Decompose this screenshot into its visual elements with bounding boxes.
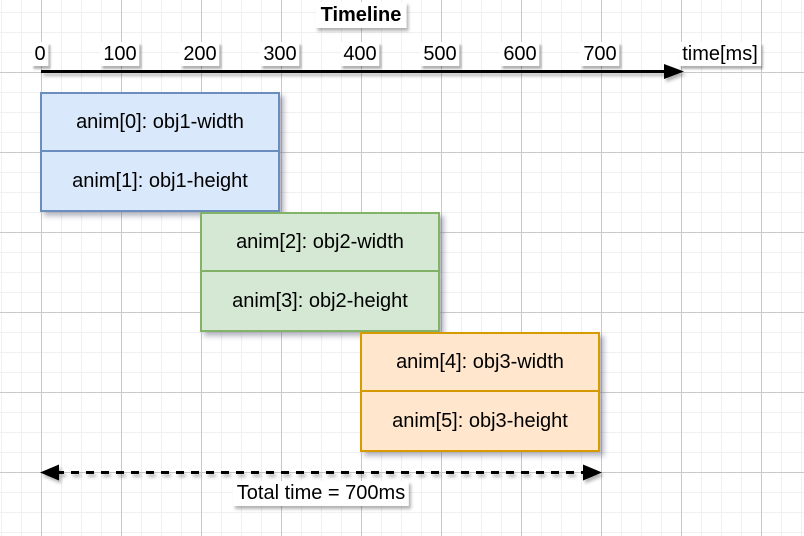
total-span-arrowhead-left-icon [40, 464, 59, 481]
axis-tick-400: 400 [340, 42, 380, 66]
total-time-label: Total time = 700ms [232, 481, 410, 506]
bar-label: anim[1]: obj1-height [72, 169, 248, 192]
bar-anim3-obj2-height: anim[3]: obj2-height [200, 272, 440, 332]
time-axis-arrowhead-icon [664, 64, 684, 79]
bar-anim2-obj2-width: anim[2]: obj2-width [200, 212, 440, 272]
diagram-title: Timeline [315, 2, 407, 28]
axis-tick-200: 200 [180, 42, 220, 66]
bar-anim5-obj3-height: anim[5]: obj3-height [360, 392, 600, 452]
bar-anim4-obj3-width: anim[4]: obj3-width [360, 332, 600, 392]
bar-label: anim[2]: obj2-width [236, 230, 404, 253]
axis-tick-300: 300 [260, 42, 300, 66]
bar-label: anim[3]: obj2-height [232, 289, 408, 312]
total-span-arrowhead-right-icon [583, 464, 602, 481]
bar-label: anim[4]: obj3-width [396, 350, 564, 373]
bar-label: anim[0]: obj1-width [76, 110, 244, 133]
axis-tick-600: 600 [500, 42, 540, 66]
axis-tick-700: 700 [580, 42, 620, 66]
bar-anim0-obj1-width: anim[0]: obj1-width [40, 92, 280, 152]
axis-unit-label: time[ms] [679, 42, 761, 66]
axis-tick-500: 500 [420, 42, 460, 66]
bar-anim1-obj1-height: anim[1]: obj1-height [40, 152, 280, 212]
bar-label: anim[5]: obj3-height [392, 409, 568, 432]
axis-tick-0: 0 [31, 42, 49, 66]
axis-tick-100: 100 [100, 42, 140, 66]
